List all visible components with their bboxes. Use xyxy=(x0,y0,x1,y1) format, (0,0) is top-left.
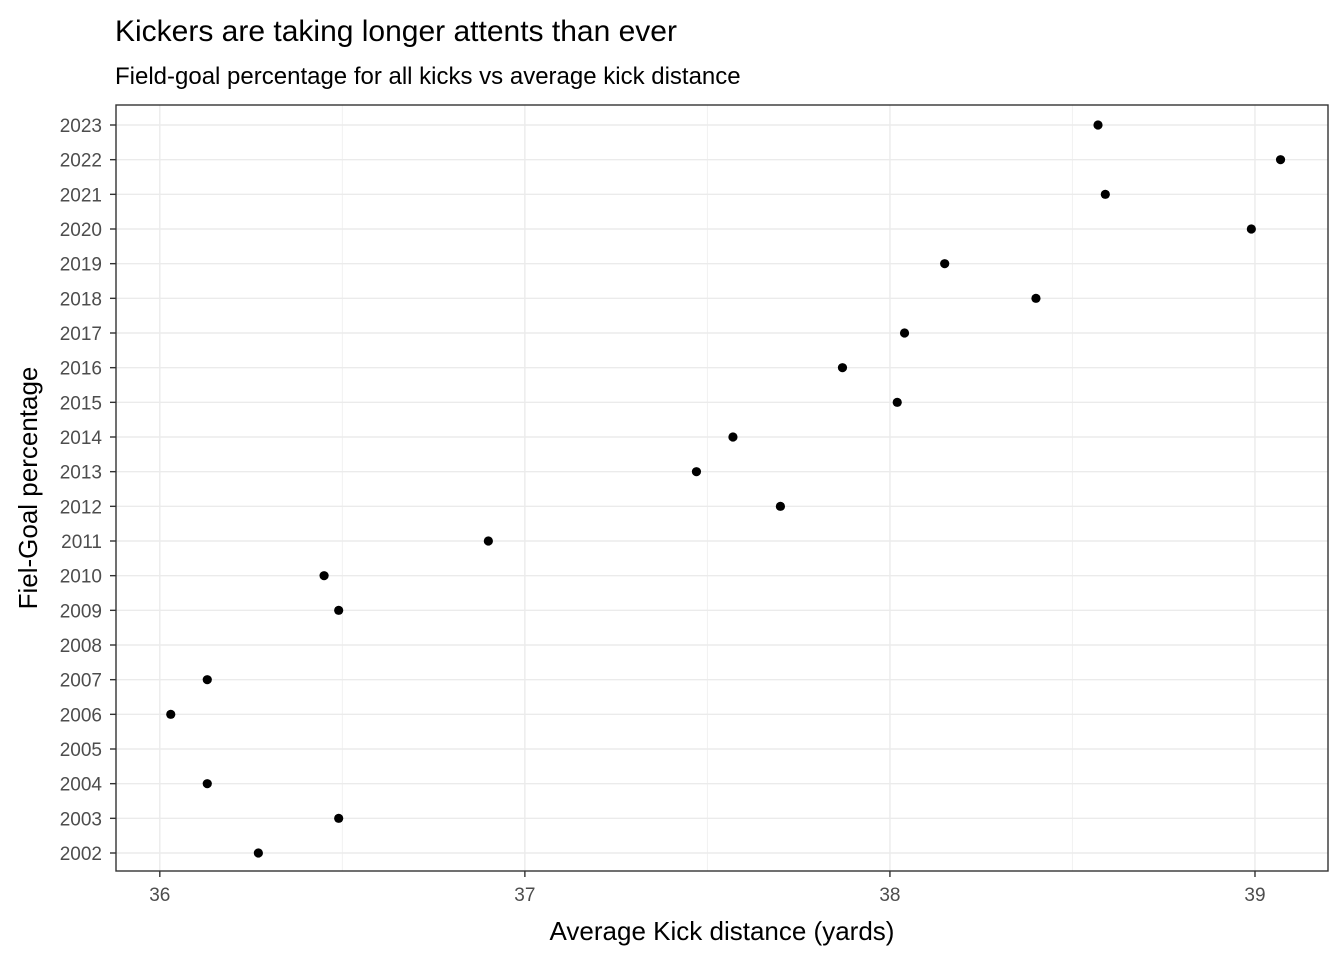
data-point xyxy=(202,675,212,685)
y-tick-label: 2012 xyxy=(60,497,102,518)
y-tick-label: 2005 xyxy=(60,740,102,761)
y-tick-label: 2023 xyxy=(60,116,102,137)
x-tick-label: 38 xyxy=(879,885,900,906)
data-point xyxy=(483,536,493,546)
data-point xyxy=(1100,189,1110,199)
y-tick-label: 2020 xyxy=(60,220,102,241)
data-point xyxy=(334,813,344,823)
data-point xyxy=(202,779,212,789)
y-tick-label: 2010 xyxy=(60,567,102,588)
y-tick-label: 2018 xyxy=(60,289,102,310)
data-point xyxy=(334,605,344,615)
data-point xyxy=(1275,155,1286,165)
data-point xyxy=(166,709,176,719)
y-tick-label: 2016 xyxy=(60,359,102,380)
axis-ticks: 36 37 38 39 2002 2003 2004 2005 2006 2007 2008 2009… xyxy=(60,116,1266,906)
data-points xyxy=(166,120,1286,858)
data-point xyxy=(899,328,910,338)
chart-subtitle: Field-goal percentage for all kicks vs a… xyxy=(115,63,741,90)
data-point xyxy=(691,467,702,477)
data-point xyxy=(728,432,738,442)
data-point xyxy=(892,397,902,407)
data-point xyxy=(1031,293,1041,303)
y-tick-label: 2019 xyxy=(60,255,102,276)
y-tick-label: 2013 xyxy=(60,463,102,484)
x-tick-label: 36 xyxy=(149,885,170,906)
gridlines xyxy=(116,105,1328,871)
y-tick-label: 2008 xyxy=(60,636,102,657)
data-point xyxy=(1246,224,1256,234)
data-point xyxy=(775,501,786,511)
data-point xyxy=(319,571,329,581)
y-tick-label: 2015 xyxy=(60,393,102,414)
y-tick-label: 2007 xyxy=(60,671,102,692)
plot-panel-border xyxy=(115,104,1329,872)
x-tick-label: 39 xyxy=(1244,885,1265,906)
data-point xyxy=(940,259,950,269)
data-point xyxy=(1093,120,1103,130)
y-tick-label: 2006 xyxy=(60,705,102,726)
y-axis-title: Fiel-Goal percentage xyxy=(13,367,43,610)
y-tick-label: 2002 xyxy=(60,844,102,865)
y-tick-label: 2011 xyxy=(61,532,102,553)
x-axis-title: Average Kick distance (yards) xyxy=(550,916,895,946)
y-tick-label: 2014 xyxy=(60,428,103,449)
y-tick-label: 2003 xyxy=(60,809,102,830)
chart-title: Kickers are taking longer attents than e… xyxy=(115,15,677,48)
y-tick-label: 2022 xyxy=(60,151,102,172)
data-point xyxy=(253,848,263,858)
y-tick-label: 2017 xyxy=(60,324,102,345)
x-tick-label: 37 xyxy=(514,885,535,906)
data-point xyxy=(837,363,848,373)
y-tick-label: 2004 xyxy=(60,775,103,796)
y-tick-label: 2009 xyxy=(60,601,102,622)
y-tick-label: 2021 xyxy=(60,185,102,206)
